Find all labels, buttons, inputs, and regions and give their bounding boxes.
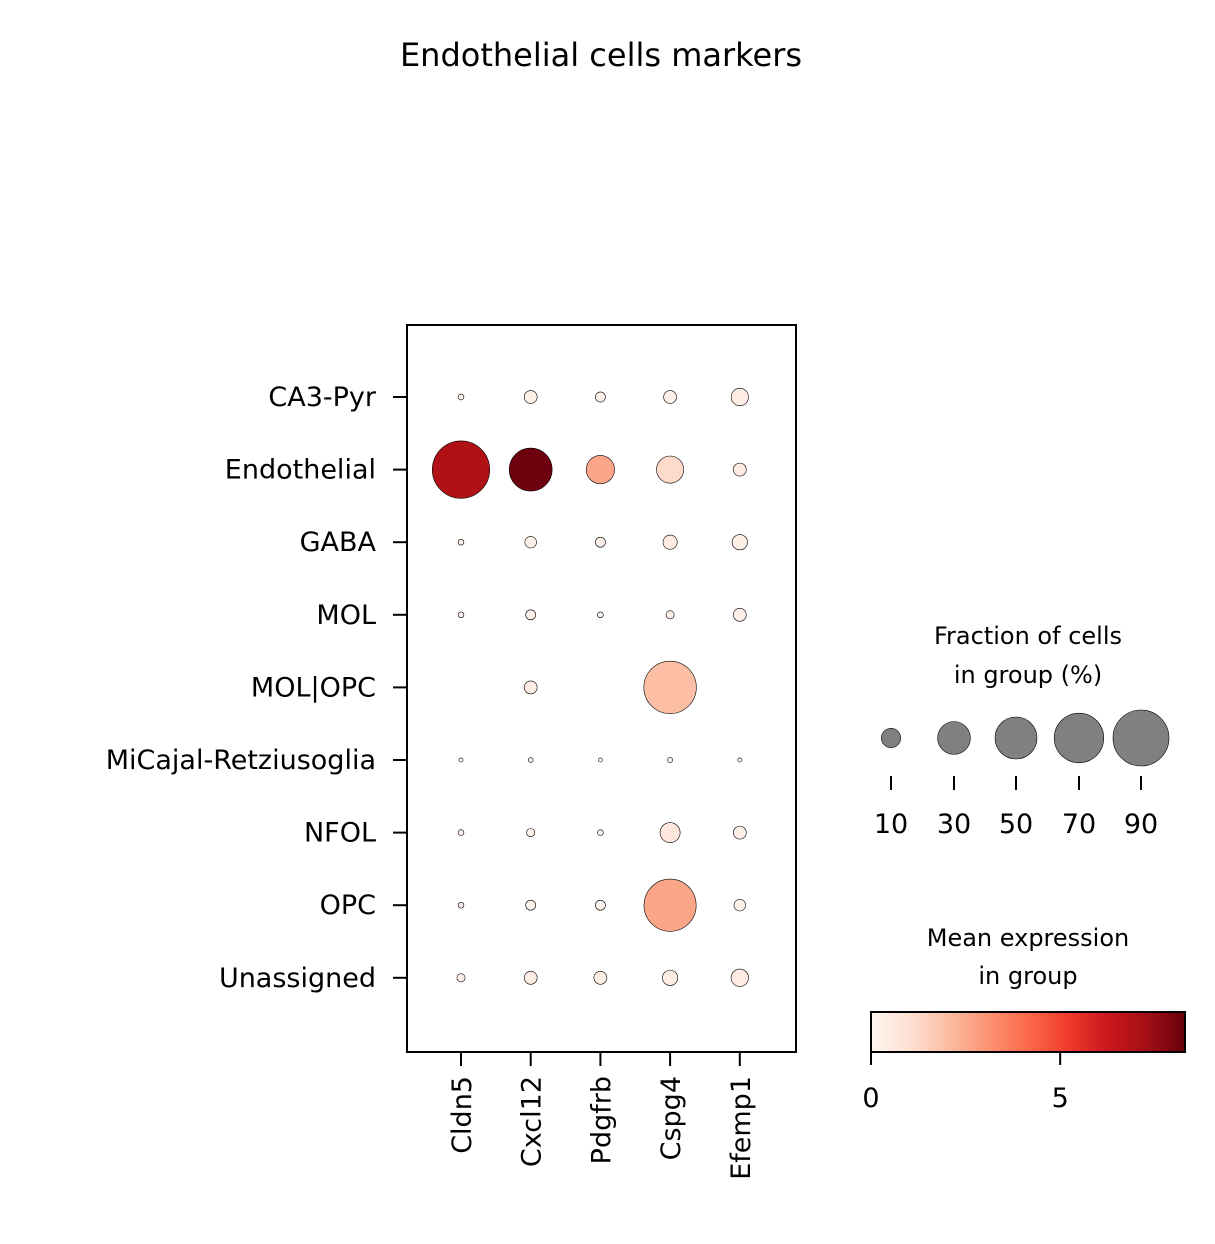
- dot-cldn5-mol: [457, 611, 465, 618]
- y-tick-label: GABA: [300, 527, 377, 558]
- x-axis: Cldn5 Cxcl12 Pdgfrb Cspg4 Efemp1: [447, 1052, 757, 1180]
- dot-cxcl12-micajal-retziusoglia: [527, 757, 534, 763]
- dots-layer: [431, 387, 749, 987]
- size-legend-label: 10: [874, 809, 908, 840]
- dot-cspg4-mol: [665, 610, 675, 620]
- dot-efemp1-micajal-retziusoglia: [737, 757, 743, 763]
- dot-cspg4-ca3-pyr: [663, 390, 677, 404]
- dot-cspg4-gaba: [662, 534, 678, 550]
- dot-cspg4-opc: [643, 878, 697, 932]
- colorbar-tick-label: 0: [862, 1083, 879, 1114]
- dot-cxcl12-opc: [525, 899, 537, 911]
- size-legend-label: 50: [999, 809, 1033, 840]
- y-tick-label: Endothelial: [225, 455, 376, 486]
- dot-pdgfrb-endothelial: [585, 455, 615, 485]
- size-legend-label: 30: [937, 809, 971, 840]
- x-tick-label: Cspg4: [656, 1076, 687, 1160]
- dot-cxcl12-unassigned: [523, 971, 538, 985]
- dot-efemp1-nfol: [733, 825, 747, 840]
- dot-cxcl12-gaba: [524, 536, 537, 549]
- dot-cxcl12-mol: [525, 609, 537, 621]
- dot-cxcl12-endothelial: [508, 447, 553, 492]
- dot-efemp1-gaba: [731, 534, 748, 551]
- x-tick-label: Pdgfrb: [586, 1076, 617, 1164]
- size-legend-label: 90: [1124, 809, 1158, 840]
- dot-cxcl12-ca3-pyr: [523, 390, 538, 404]
- color-legend-title-line1: Mean expression: [927, 924, 1129, 952]
- size-legend-title-line2: in group (%): [954, 661, 1102, 689]
- dot-cldn5-micajal-retziusoglia: [458, 757, 464, 763]
- size-legend-items: 10 30 50 70 90: [874, 709, 1170, 840]
- dot-pdgfrb-opc: [595, 899, 606, 911]
- colorbar: [870, 1011, 1186, 1053]
- plot-frame: [406, 324, 797, 1053]
- x-tick-label: Cldn5: [447, 1076, 478, 1154]
- y-tick-label: MOL: [316, 600, 376, 631]
- dot-cspg4-endothelial: [656, 455, 685, 484]
- dot-cldn5-gaba: [457, 538, 465, 546]
- y-tick-label: OPC: [320, 890, 376, 921]
- y-tick-label: Unassigned: [219, 963, 376, 994]
- dot-efemp1-opc: [733, 899, 746, 912]
- dot-cspg4-micajal-retziusoglia: [667, 757, 673, 763]
- dot-cldn5-ca3-pyr: [457, 393, 465, 401]
- size-legend-dot: [937, 721, 971, 755]
- dot-cldn5-unassigned: [456, 973, 466, 983]
- size-legend-dot: [994, 716, 1038, 760]
- y-axis: CA3-Pyr Endothelial GABA MOL MOL|OPC MiCajal-…: [106, 382, 407, 994]
- y-tick-label: MOL|OPC: [251, 672, 376, 703]
- y-tick-label: MiCajal-Retziusoglia: [106, 745, 376, 776]
- size-legend-label: 70: [1062, 809, 1096, 840]
- dot-efemp1-endothelial: [733, 462, 747, 477]
- x-tick-label: Cxcl12: [517, 1076, 548, 1167]
- size-legend: Fraction of cells in group (%) 10 30 50 70 9…: [874, 622, 1170, 840]
- dot-pdgfrb-micajal-retziusoglia: [598, 757, 603, 763]
- dot-pdgfrb-gaba: [595, 536, 606, 548]
- y-tick-label: NFOL: [304, 818, 376, 849]
- dot-cspg4-nfol: [659, 822, 681, 843]
- dot-pdgfrb-nfol: [597, 829, 604, 836]
- dot-cldn5-nfol: [457, 829, 465, 836]
- dot-pdgfrb-unassigned: [593, 971, 608, 985]
- size-legend-dot: [1053, 712, 1105, 764]
- color-legend-title-line2: in group: [978, 962, 1077, 990]
- dot-cspg4-mol-opc: [643, 660, 697, 714]
- size-legend-title-line1: Fraction of cells: [934, 622, 1122, 650]
- dot-efemp1-ca3-pyr: [730, 387, 749, 406]
- dot-cxcl12-nfol: [526, 828, 536, 838]
- x-tick-label: Efemp1: [726, 1076, 757, 1180]
- dot-cspg4-unassigned: [662, 969, 679, 986]
- dot-cldn5-opc: [457, 901, 465, 909]
- colorbar-tick-label: 5: [1052, 1083, 1069, 1114]
- size-legend-dot: [881, 728, 901, 748]
- dot-cldn5-endothelial: [431, 440, 491, 499]
- chart-title: Endothelial cells markers: [400, 36, 802, 74]
- dot-efemp1-unassigned: [730, 968, 749, 987]
- y-tick-label: CA3-Pyr: [268, 382, 377, 413]
- size-legend-dot: [1112, 709, 1170, 767]
- dot-cxcl12-mol-opc: [523, 680, 538, 695]
- dot-pdgfrb-mol: [597, 611, 604, 618]
- dot-efemp1-mol: [733, 608, 747, 622]
- dot-pdgfrb-ca3-pyr: [595, 391, 606, 403]
